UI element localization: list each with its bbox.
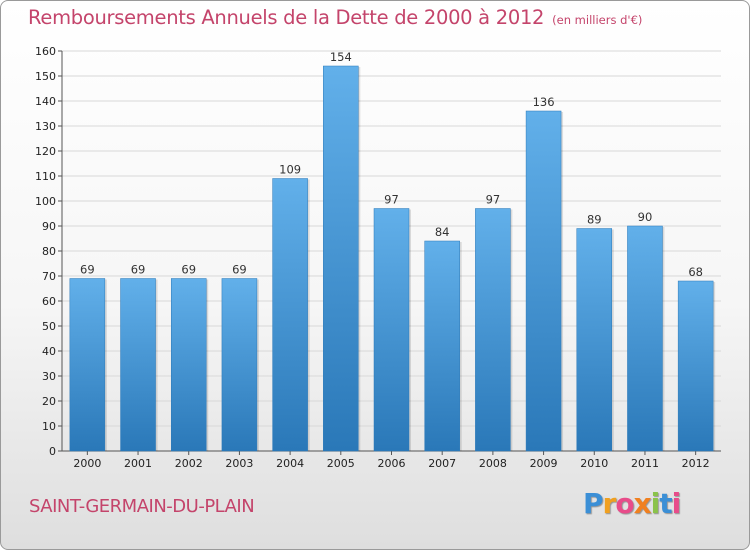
bar-2004 xyxy=(272,178,308,452)
x-tick-label: 2007 xyxy=(428,457,456,470)
data-label: 69 xyxy=(80,263,95,277)
x-tick-label: 2009 xyxy=(530,457,558,470)
logo-letter: o xyxy=(615,487,634,520)
x-tick-label: 2003 xyxy=(225,457,253,470)
y-tick-label: 110 xyxy=(35,170,56,183)
data-label: 90 xyxy=(638,210,653,224)
y-tick-label: 100 xyxy=(35,195,56,208)
y-tick-label: 0 xyxy=(49,445,56,458)
proxiti-logo: Proxiti xyxy=(583,487,682,520)
x-tick-label: 2002 xyxy=(175,457,203,470)
y-tick-label: 80 xyxy=(42,245,56,258)
chart-title: Remboursements Annuels de la Dette de 20… xyxy=(28,6,642,29)
y-tick-label: 130 xyxy=(35,120,56,133)
bar-2010 xyxy=(576,228,613,452)
chart-unit: (en milliers d'€) xyxy=(552,13,643,27)
y-tick-label: 160 xyxy=(35,45,56,58)
bar-2001 xyxy=(120,278,156,452)
y-tick-label: 60 xyxy=(42,295,56,308)
y-tick-label: 30 xyxy=(42,370,56,383)
data-label: 69 xyxy=(131,263,146,277)
x-tick-label: 2006 xyxy=(378,457,406,470)
bar-2006 xyxy=(373,208,410,452)
data-label: 154 xyxy=(330,50,352,64)
bar-2005 xyxy=(323,65,359,452)
data-label: 68 xyxy=(688,265,703,279)
y-tick-label: 90 xyxy=(42,220,56,233)
y-tick-label: 20 xyxy=(42,395,56,408)
data-label: 136 xyxy=(533,95,555,109)
y-tick-label: 10 xyxy=(42,420,56,433)
y-tick-label: 50 xyxy=(42,320,56,333)
bar-2008 xyxy=(475,208,511,452)
y-tick-label: 150 xyxy=(35,70,56,83)
bar-2002 xyxy=(170,278,207,452)
logo-letter: i xyxy=(650,487,661,520)
x-tick-label: 2000 xyxy=(73,457,101,470)
bar-2000 xyxy=(69,278,106,452)
x-tick-label: 2010 xyxy=(580,457,608,470)
bar-2003 xyxy=(221,278,258,452)
x-tick-label: 2001 xyxy=(124,457,152,470)
bar-2012 xyxy=(677,280,714,452)
logo-letter: P xyxy=(583,487,604,520)
logo-letter: t xyxy=(659,487,672,520)
logo-letter: i xyxy=(671,487,682,520)
y-tick-label: 40 xyxy=(42,345,56,358)
data-label: 97 xyxy=(486,193,501,207)
bar-2009 xyxy=(525,110,562,452)
x-tick-label: 2004 xyxy=(276,457,304,470)
data-label: 89 xyxy=(587,213,602,227)
y-tick-label: 70 xyxy=(42,270,56,283)
logo-letter: r xyxy=(602,487,617,520)
logo-letter: x xyxy=(633,487,652,520)
commune-name: SAINT-GERMAIN-DU-PLAIN xyxy=(29,496,255,517)
data-label: 109 xyxy=(279,163,301,177)
y-tick-label: 140 xyxy=(35,95,56,108)
data-label: 97 xyxy=(384,193,399,207)
bar-2007 xyxy=(424,240,460,452)
y-tick-label: 120 xyxy=(35,145,56,158)
data-label: 84 xyxy=(435,225,450,239)
data-label: 69 xyxy=(181,263,196,277)
x-tick-label: 2005 xyxy=(327,457,355,470)
x-tick-label: 2008 xyxy=(479,457,507,470)
bar-2011 xyxy=(627,225,663,452)
x-tick-label: 2011 xyxy=(631,457,659,470)
x-tick-label: 2012 xyxy=(682,457,710,470)
chart-title-text: Remboursements Annuels de la Dette de 20… xyxy=(28,6,545,29)
data-label: 69 xyxy=(232,263,247,277)
